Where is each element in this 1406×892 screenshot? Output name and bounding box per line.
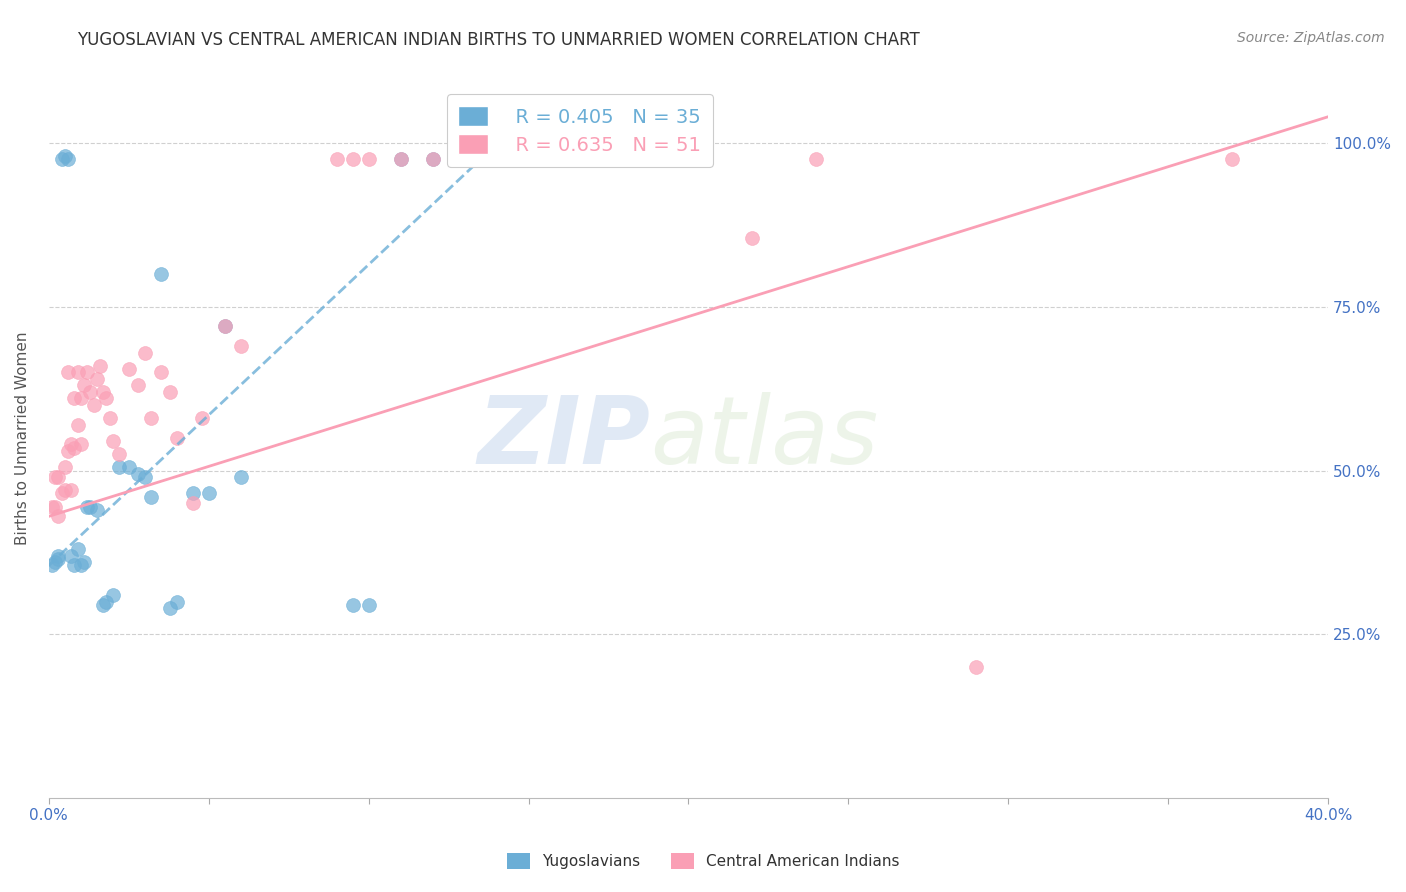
Point (60, 549, 83, 563)
Point (108, 447, 131, 461)
Point (389, 153, 412, 167)
Point (83, 398, 105, 412)
Point (46, 470, 69, 484)
Point (101, 588, 124, 602)
Point (56, 153, 79, 167)
Point (53, 483, 76, 498)
Point (139, 490, 162, 504)
Point (127, 378, 149, 392)
Point (422, 153, 444, 167)
Point (63, 558, 86, 573)
Point (56, 443, 79, 458)
Point (73, 378, 96, 392)
Point (166, 431, 188, 445)
Point (342, 598, 364, 612)
Point (66, 417, 89, 432)
Point (66, 365, 89, 379)
Point (453, 153, 475, 167)
Point (44, 470, 66, 484)
Point (63, 392, 86, 406)
Point (76, 365, 98, 379)
Point (214, 319, 236, 334)
Legend: Yugoslavians, Central American Indians: Yugoslavians, Central American Indians (501, 847, 905, 875)
Point (44, 555, 66, 569)
Point (53, 149, 76, 163)
Point (134, 470, 156, 484)
Point (96, 392, 118, 406)
Point (41, 500, 63, 514)
Point (229, 339, 252, 353)
Point (51, 486, 73, 500)
Text: YUGOSLAVIAN VS CENTRAL AMERICAN INDIAN BIRTHS TO UNMARRIED WOMEN CORRELATION CHA: YUGOSLAVIAN VS CENTRAL AMERICAN INDIAN B… (77, 31, 920, 49)
Point (69, 392, 91, 406)
Text: ZIP: ZIP (477, 392, 650, 483)
Point (41, 558, 63, 573)
Point (159, 384, 181, 399)
Point (357, 153, 380, 167)
Point (342, 153, 364, 167)
Point (63, 441, 86, 455)
Point (60, 437, 83, 451)
Point (53, 460, 76, 475)
Text: atlas: atlas (650, 392, 879, 483)
Point (214, 319, 236, 334)
Point (357, 598, 380, 612)
Point (86, 372, 108, 386)
Y-axis label: Births to Unmarried Women: Births to Unmarried Women (15, 331, 30, 544)
Point (76, 500, 98, 514)
Legend:   R = 0.405   N = 35,   R = 0.635   N = 51: R = 0.405 N = 35, R = 0.635 N = 51 (447, 95, 713, 167)
Point (389, 153, 412, 167)
Point (89, 359, 111, 373)
Point (325, 153, 347, 167)
Point (181, 486, 204, 500)
Point (86, 503, 108, 517)
Point (191, 411, 214, 425)
Point (965, 660, 987, 674)
Point (66, 542, 89, 557)
Point (166, 594, 188, 608)
Point (98, 411, 121, 425)
Point (46, 509, 69, 524)
Point (149, 365, 172, 379)
Point (101, 434, 124, 448)
Point (79, 384, 101, 399)
Point (69, 558, 91, 573)
Point (197, 486, 219, 500)
Point (91, 598, 114, 612)
Point (96, 594, 118, 608)
Point (1220, 153, 1243, 167)
Point (118, 362, 141, 376)
Point (46, 552, 69, 566)
Point (139, 411, 162, 425)
Point (44, 500, 66, 514)
Point (159, 601, 181, 615)
Point (108, 460, 131, 475)
Point (73, 555, 96, 569)
Point (46, 549, 69, 563)
Point (134, 345, 156, 359)
Point (422, 153, 444, 167)
Point (60, 483, 83, 498)
Point (51, 153, 73, 167)
Point (91, 384, 114, 399)
Point (470, 153, 492, 167)
Point (56, 365, 79, 379)
Point (741, 231, 763, 245)
Point (118, 460, 141, 475)
Point (127, 467, 149, 481)
Text: Source: ZipAtlas.com: Source: ZipAtlas.com (1237, 31, 1385, 45)
Point (149, 267, 172, 281)
Point (181, 496, 204, 510)
Point (613, 153, 636, 167)
Point (229, 470, 252, 484)
Point (79, 500, 101, 514)
Point (69, 437, 91, 451)
Point (806, 153, 828, 167)
